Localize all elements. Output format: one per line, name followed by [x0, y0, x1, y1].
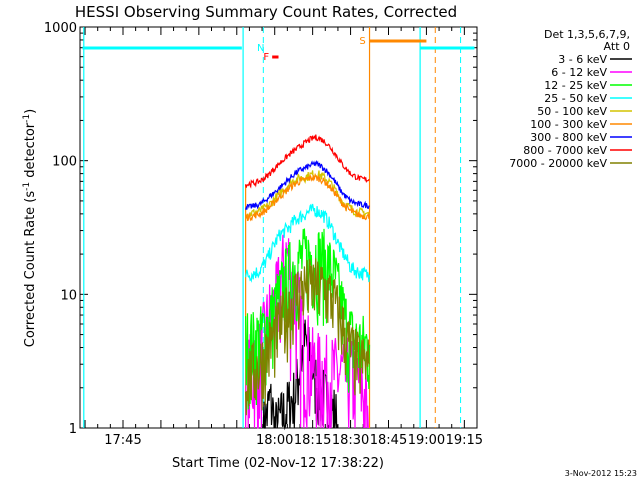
y-tick-label: 10 [60, 288, 77, 303]
x-tick-label: 19:15 [446, 433, 483, 448]
series-line [245, 203, 371, 283]
legend-entry: 300 - 800 keV [530, 131, 607, 144]
saa-flag-label: S [359, 36, 365, 47]
series-line [245, 134, 370, 189]
legend-entry: 12 - 25 keV [544, 79, 607, 92]
x-tick-label: 19:00 [408, 433, 445, 448]
y-tick-label: 1000 [44, 21, 77, 36]
series-line [245, 172, 371, 222]
x-tick-label: 18:45 [370, 433, 407, 448]
legend-entry: 25 - 50 keV [544, 92, 607, 105]
x-axis-label: Start Time (02-Nov-12 17:38:22) [172, 456, 384, 471]
legend-entry: 6 - 12 keV [551, 66, 607, 79]
y-tick-label: 100 [52, 155, 77, 170]
background-markers [83, 27, 462, 428]
y-label-mid: detector [23, 122, 38, 182]
legend-entry: 100 - 300 keV [530, 118, 607, 131]
legend-entry: 3 - 6 keV [558, 53, 607, 66]
chart-title: HESSI Observing Summary Count Rates, Cor… [75, 3, 457, 21]
y-label-end: ) [23, 109, 38, 114]
x-tick-label: 17:45 [104, 433, 141, 448]
series-lines [245, 134, 371, 431]
series-line [245, 170, 370, 220]
flag-markers: NF S [82, 36, 475, 63]
legend-header: Det 1,3,5,6,7,9, [544, 28, 630, 41]
y-tick-label: 1 [69, 422, 77, 437]
legend-entry: 50 - 100 keV [537, 105, 607, 118]
series-line [245, 159, 370, 210]
y-label-sup2: -1 [22, 114, 32, 123]
y-label-main: Corrected Count Rate (s [23, 191, 38, 348]
flare-flag-label: F [263, 52, 269, 63]
legend-entry: 7000 - 20000 keV [509, 157, 607, 170]
x-tick-label: 18:30 [332, 433, 369, 448]
x-tick-label: 18:15 [294, 433, 331, 448]
night-flag-label: N [257, 43, 264, 54]
y-label-sup1: -1 [22, 182, 32, 191]
y-axis-label: Corrected Count Rate (s-1 detector-1) [22, 109, 38, 347]
legend-header-att: Att 0 [604, 40, 630, 53]
x-tick-label: 18:00 [256, 433, 293, 448]
series-line [245, 258, 371, 416]
plot-frame [79, 26, 478, 429]
x-ticks: 17:45 18:00 18:15 18:30 18:45 19:00 19:15 [84, 27, 483, 448]
timestamp: 3-Nov-2012 15:23 [565, 469, 637, 478]
legend-entry: 800 - 7000 keV [523, 144, 607, 157]
